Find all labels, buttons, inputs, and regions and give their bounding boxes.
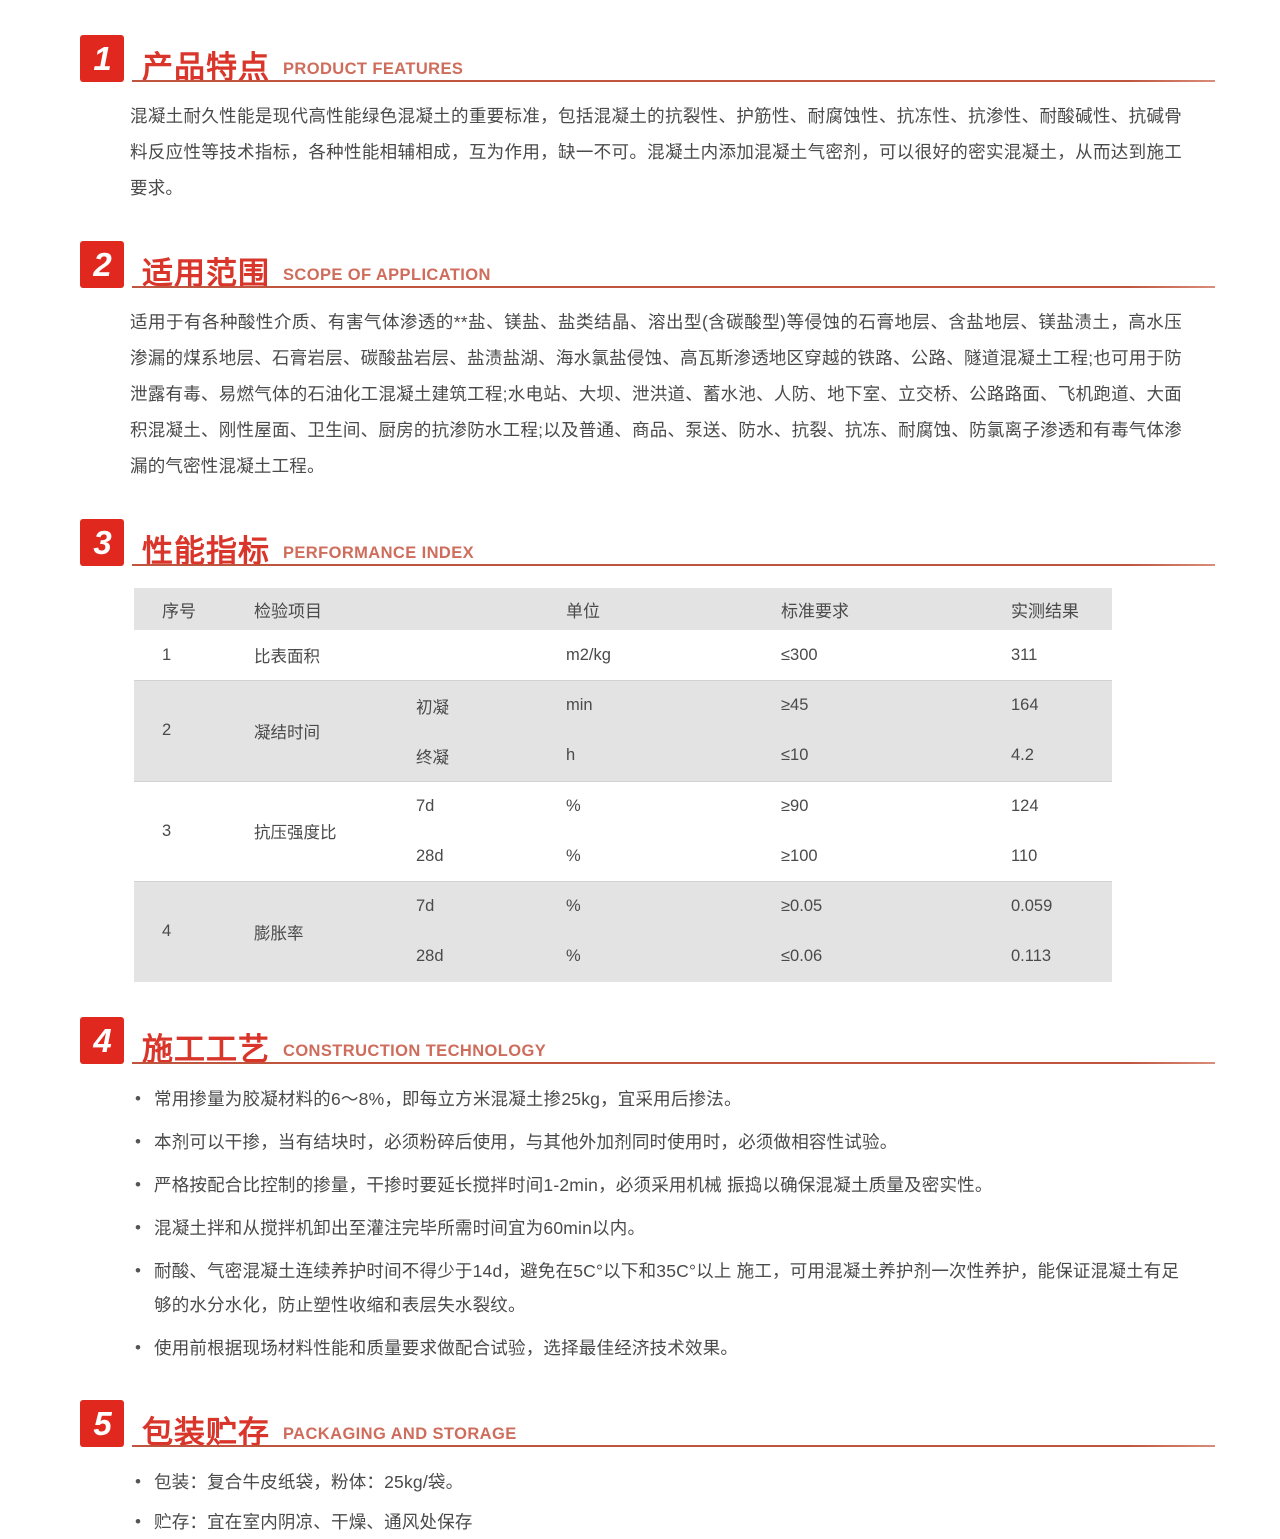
list-item: 包装：复合牛皮纸袋，粉体：25kg/袋。 (130, 1465, 1182, 1499)
cell-result: 110 (1011, 846, 1038, 865)
section-title-cn-4: 施工工艺 (142, 1031, 270, 1067)
section-paragraph-scope-of-application: 适用于有各种酸性介质、有害气体渗透的**盐、镁盐、盐类结晶、溶出型(含碳酸型)等… (130, 312, 1182, 476)
section-heading-performance-index: 3 性能指标 PERFORMANCE INDEX (80, 510, 1215, 569)
section-title-cn-1: 产品特点 (142, 50, 270, 85)
cell-sub (416, 630, 566, 680)
section-divider-3 (132, 564, 1215, 566)
performance-index-table: 序号 检验项目 单位 标准要求 实测结果 1 比表面积 m2/kg ≤300 3… (134, 588, 1112, 982)
cell-sub: 28d (416, 846, 444, 865)
row-separator (134, 680, 1112, 681)
section-title-en-4: CONSTRUCTION TECHNOLOGY (283, 1041, 547, 1060)
cell-no: 2 (162, 721, 172, 740)
section-title-cn-3: 性能指标 (142, 534, 270, 569)
cell-standard: ≤10 (781, 746, 809, 764)
table-body: 1 比表面积 m2/kg ≤300 311 2 凝结时间 初凝 min ≥45 … (134, 630, 1112, 982)
cell-standard: ≥90 (781, 796, 809, 815)
row-separator (134, 881, 1112, 882)
section-number-badge-5: 5 (80, 1399, 124, 1447)
cell-unit: % (566, 947, 581, 965)
section-title-en-3: PERFORMANCE INDEX (283, 544, 475, 562)
cell-result: 124 (1011, 796, 1039, 815)
section-divider-2 (132, 286, 1215, 288)
cell-item: 比表面积 (254, 648, 320, 666)
table-row: 3 抗压强度比 7d % ≥90 124 (134, 781, 1112, 842)
product-datasheet-page: 1 产品特点 PRODUCT FEATURES 混凝土耐久性能是现代高性能绿色混… (0, 26, 1280, 1539)
cell-unit: % (566, 846, 581, 865)
cell-sub: 7d (416, 796, 435, 815)
section-title-en-2: SCOPE OF APPLICATION (283, 266, 491, 284)
list-item: 耐酸、气密混凝土连续养护时间不得少于14d，避免在5C°以下和35C°以上 施工… (130, 1254, 1182, 1322)
table-header: 序号 检验项目 单位 标准要求 实测结果 (134, 588, 1112, 630)
table-header-row: 序号 检验项目 单位 标准要求 实测结果 (134, 588, 1112, 630)
cell-result: 4.2 (1011, 746, 1034, 764)
cell-standard: ≥100 (781, 846, 818, 865)
packaging-bullet-list: 包装：复合牛皮纸袋，粉体：25kg/袋。 贮存：宜在室内阴凉、干燥、通风处保存 (80, 1465, 1200, 1539)
section-title-cn-2: 适用范围 (142, 256, 270, 291)
cell-standard: ≤300 (781, 645, 818, 664)
section-divider-5 (132, 1444, 1215, 1447)
list-item: 混凝土拌和从搅拌机卸出至灌注完毕所需时间宜为60min以内。 (130, 1211, 1182, 1245)
cell-item: 膨胀率 (254, 924, 304, 943)
cell-no: 3 (162, 821, 172, 840)
section-divider-4 (132, 1061, 1215, 1064)
construction-bullet-list: 常用掺量为胶凝材料的6～8%，即每立方米混凝土掺25kg，宜采用后掺法。 本剂可… (80, 1082, 1200, 1365)
cell-item: 抗压强度比 (254, 824, 337, 843)
cell-unit: min (566, 696, 593, 715)
cell-item: 凝结时间 (254, 723, 320, 742)
section-divider-1 (132, 80, 1215, 82)
cell-sub: 7d (416, 897, 435, 916)
cell-result: 0.113 (1011, 947, 1052, 965)
section-heading-packaging-and-storage: 5 包装贮存 PACKAGING AND STORAGE (80, 1391, 1215, 1450)
section-heading-product-features: 1 产品特点 PRODUCT FEATURES (80, 26, 1215, 85)
cell-result: 311 (1011, 645, 1038, 664)
cell-standard: ≥0.05 (781, 897, 823, 916)
cell-unit: % (566, 796, 581, 815)
section-number-badge-3: 3 (80, 519, 124, 566)
list-item: 常用掺量为胶凝材料的6～8%，即每立方米混凝土掺25kg，宜采用后掺法。 (130, 1082, 1182, 1116)
row-separator (134, 780, 1112, 782)
cell-sub: 初凝 (416, 698, 449, 717)
column-header-item: 检验项目 (254, 601, 322, 621)
section-number-badge-1: 1 (80, 35, 124, 82)
section-number-badge-2: 2 (80, 241, 124, 288)
section-paragraph-product-features: 混凝土耐久性能是现代高性能绿色混凝土的重要标准，包括混凝土的抗裂性、护筋性、耐腐… (130, 106, 1182, 198)
list-item: 贮存：宜在室内阴凉、干燥、通风处保存 (130, 1505, 1182, 1539)
performance-table-wrapper: 序号 检验项目 单位 标准要求 实测结果 1 比表面积 m2/kg ≤300 3… (134, 588, 1112, 982)
list-item: 严格按配合比控制的掺量，干掺时要延长搅拌时间1-2min，必须采用机械 振捣以确… (130, 1168, 1182, 1202)
section-heading-scope-of-application: 2 适用范围 SCOPE OF APPLICATION (80, 232, 1215, 291)
list-item: 使用前根据现场材料性能和质量要求做配合试验，选择最佳经济技术效果。 (130, 1331, 1182, 1365)
cell-result: 164 (1011, 696, 1039, 715)
column-header-no: 序号 (162, 601, 196, 621)
column-header-result: 实测结果 (1011, 601, 1079, 621)
table-row: 1 比表面积 m2/kg ≤300 311 (134, 630, 1112, 680)
cell-unit: % (566, 897, 581, 916)
cell-unit: m2/kg (566, 645, 611, 664)
section-number-badge-4: 4 (80, 1016, 124, 1064)
section-title-cn-5: 包装贮存 (142, 1414, 270, 1450)
table-row: 4 膨胀率 7d % ≥0.05 0.059 (134, 881, 1112, 943)
column-header-unit: 单位 (566, 601, 600, 621)
cell-standard: ≤0.06 (781, 947, 823, 965)
cell-no: 4 (162, 922, 172, 941)
list-item: 本剂可以干掺，当有结块时，必须粉碎后使用，与其他外加剂同时使用时，必须做相容性试… (130, 1125, 1182, 1159)
column-header-standard: 标准要求 (781, 601, 849, 621)
section-heading-construction-technology: 4 施工工艺 CONSTRUCTION TECHNOLOGY (80, 1008, 1215, 1067)
section-title-en-5: PACKAGING AND STORAGE (283, 1424, 517, 1443)
column-header-sub (416, 588, 566, 630)
cell-unit: h (566, 746, 576, 764)
table-row: 2 凝结时间 初凝 min ≥45 164 (134, 680, 1112, 742)
section-title-en-1: PRODUCT FEATURES (283, 60, 464, 78)
cell-standard: ≥45 (781, 696, 809, 715)
cell-sub: 终凝 (416, 748, 449, 767)
cell-no: 1 (162, 645, 172, 664)
cell-sub: 28d (416, 947, 444, 965)
cell-result: 0.059 (1011, 897, 1053, 916)
